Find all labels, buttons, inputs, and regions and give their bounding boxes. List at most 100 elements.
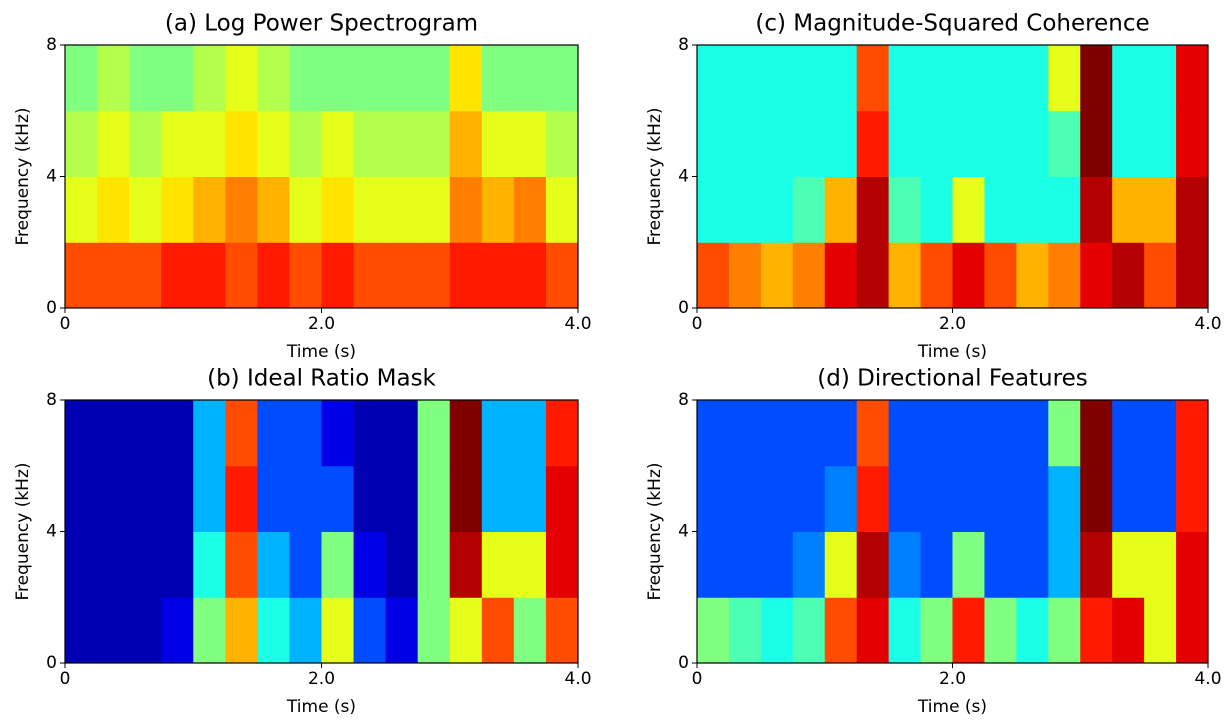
heatmap-cell [952, 465, 985, 532]
heatmap-cell [760, 45, 794, 112]
chart-title: (b) Ideal Ratio Mask [207, 366, 436, 392]
heatmap-cell [417, 45, 451, 112]
heatmap-cell [984, 465, 1017, 532]
heatmap-cell [792, 176, 826, 243]
heatmap-cell [545, 400, 579, 467]
y-tick-label: 8 [46, 390, 57, 410]
heatmap-cell [728, 400, 762, 467]
heatmap-cell [225, 465, 258, 532]
heatmap-cell [513, 242, 547, 309]
heatmap-cell [225, 597, 258, 664]
heatmap-cell [449, 531, 483, 598]
heatmap-cell [760, 465, 794, 532]
heatmap-cell [1048, 465, 1081, 532]
heatmap-cell [129, 597, 162, 664]
heatmap-cell [1144, 597, 1177, 664]
heatmap-cell [289, 531, 322, 598]
heatmap-cell [697, 242, 730, 309]
heatmap-cell [728, 465, 762, 532]
heatmap-cell [1112, 465, 1145, 532]
heatmap-cell [321, 465, 355, 532]
heatmap-cell [417, 400, 451, 467]
x-axis-label: Time (s) [286, 342, 356, 362]
heatmap-cell [481, 45, 515, 112]
heatmap-cell [792, 597, 826, 664]
heatmap-cell [856, 110, 890, 177]
heatmap-cell [353, 531, 387, 598]
heatmap-cell [257, 597, 290, 664]
heatmap-cell [697, 597, 730, 664]
heatmap-cell [984, 45, 1017, 112]
heatmap-cell [1080, 465, 1113, 532]
heatmap-cell [289, 176, 322, 243]
heatmap-cell [760, 242, 794, 309]
heatmap-cell [161, 45, 194, 112]
heatmap-cell [697, 110, 730, 177]
heatmap-cell [513, 176, 547, 243]
heatmap-cell [321, 176, 355, 243]
heatmap-cell [888, 531, 922, 598]
heatmap-cell [449, 176, 483, 243]
heatmap-cell [760, 400, 794, 467]
heatmap-cell [353, 176, 387, 243]
heatmap-cell [1112, 597, 1145, 664]
heatmap-cell [289, 465, 322, 532]
heatmap-cell [545, 597, 579, 664]
heatmap-cell [545, 465, 579, 532]
y-tick-label: 4 [46, 167, 57, 187]
heatmap-cell [1176, 465, 1209, 532]
heatmap-cell [289, 597, 322, 664]
heatmap-cell [289, 110, 322, 177]
heatmap-cell [225, 242, 258, 309]
heatmap-cell [1112, 176, 1145, 243]
heatmap-cell [1144, 465, 1177, 532]
heatmap-cell [920, 400, 953, 467]
heatmap-cell [449, 400, 483, 467]
heatmap-cell [728, 110, 762, 177]
heatmap-cell [888, 45, 922, 112]
heatmap-cell [129, 465, 162, 532]
heatmap-cell [481, 597, 515, 664]
heatmap-cell [1176, 45, 1209, 112]
x-tick-label: 0 [692, 314, 703, 334]
x-tick-label: 4.0 [1194, 314, 1221, 334]
x-tick-label: 2.0 [939, 669, 966, 689]
heatmap-cell [513, 465, 547, 532]
heatmap-cell [449, 110, 483, 177]
heatmap-cell [952, 400, 985, 467]
heatmap-cell [984, 400, 1017, 467]
chart-title: (c) Magnitude-Squared Coherence [755, 11, 1149, 37]
heatmap-cell [824, 531, 858, 598]
heatmap-cell [888, 465, 922, 532]
heatmap-cell [952, 597, 985, 664]
heatmap-cell [449, 45, 483, 112]
heatmap-cell [289, 400, 322, 467]
heatmap-cell [824, 176, 858, 243]
heatmap-cell [1016, 400, 1049, 467]
heatmap-cell [353, 400, 387, 467]
x-tick-label: 2.0 [308, 314, 335, 334]
y-axis-label: Frequency (kHz) [13, 462, 33, 600]
heatmap-cell [513, 597, 547, 664]
heatmap-cell [513, 531, 547, 598]
y-tick-label: 8 [678, 390, 689, 410]
heatmap-cell [193, 110, 226, 177]
heatmap-cell [193, 45, 226, 112]
heatmap-cell [824, 597, 858, 664]
heatmap-cell [697, 465, 730, 532]
heatmap-cell [697, 45, 730, 112]
heatmap-cell [952, 531, 985, 598]
heatmap-cell [97, 110, 130, 177]
x-tick-label: 0 [60, 669, 71, 689]
heatmap-cell [856, 400, 890, 467]
heatmap-cell [1112, 45, 1145, 112]
heatmap-cell [513, 45, 547, 112]
heatmap-cell [984, 110, 1017, 177]
heatmap-cell [129, 400, 162, 467]
heatmap-cell [888, 242, 922, 309]
heatmap-cell [856, 531, 890, 598]
heatmap-cell [385, 400, 419, 467]
heatmap-cell [1080, 110, 1113, 177]
heatmap-cell [760, 531, 794, 598]
y-tick-label: 8 [678, 35, 689, 55]
